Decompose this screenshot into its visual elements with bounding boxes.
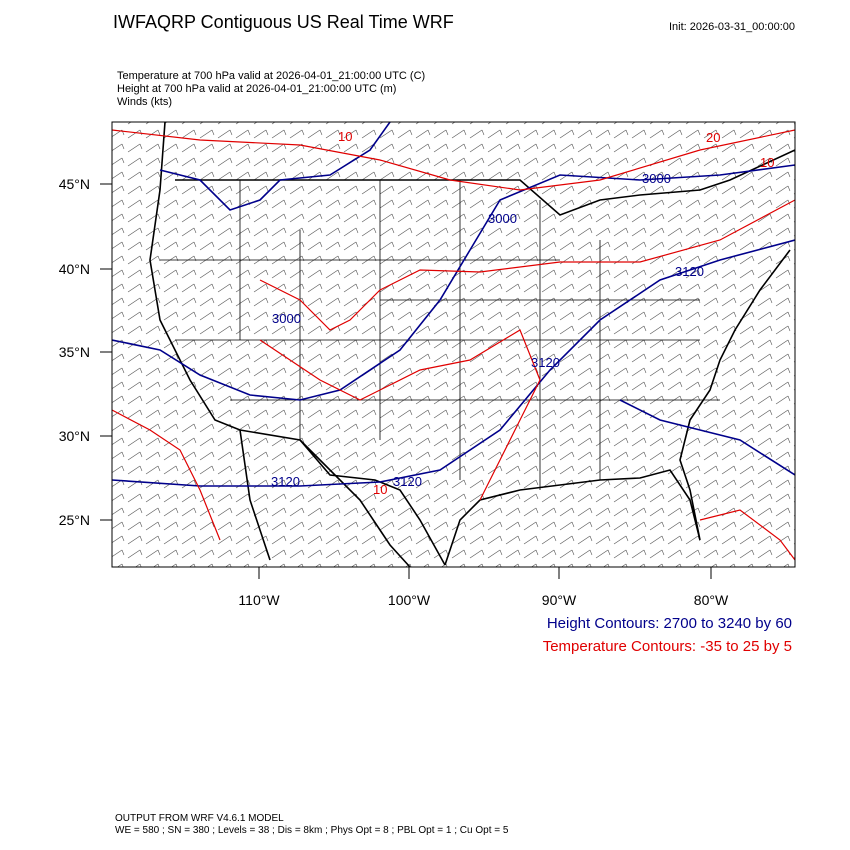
lon-label: 100°W: [388, 592, 431, 608]
contour-label: 20: [706, 130, 720, 145]
contour-label: 3120: [393, 474, 422, 489]
boundaries: [149, 122, 795, 567]
lat-label: 40°N: [59, 261, 90, 277]
temperature-contours: [112, 129, 795, 561]
lon-label: 110°W: [238, 592, 280, 608]
field-label: Height at 700 hPa valid at 2026-04-01_21…: [117, 83, 396, 95]
state-lines: [160, 180, 720, 490]
contour-label: 10: [760, 155, 774, 170]
lat-label: 30°N: [59, 428, 90, 444]
wind-barbs: [112, 122, 795, 567]
lat-label: 35°N: [59, 344, 90, 360]
contour-label: 10: [338, 129, 352, 144]
temperature-legend: Temperature Contours: -35 to 25 by 5: [543, 638, 792, 655]
contour-label: 3120: [531, 355, 560, 370]
height-contours: [112, 122, 795, 487]
field-label: Temperature at 700 hPa valid at 2026-04-…: [117, 70, 425, 82]
lat-ticks: [100, 183, 712, 579]
height-legend: Height Contours: 2700 to 3240 by 60: [547, 615, 792, 632]
field-label: Winds (kts): [117, 96, 172, 108]
contour-label: 3120: [675, 264, 704, 279]
contour-label: 10: [373, 482, 387, 497]
init-time: Init: 2026-03-31_00:00:00: [669, 21, 795, 33]
lat-label: 25°N: [59, 512, 90, 528]
lat-label: 45°N: [59, 176, 90, 192]
contour-labels: 10 20 10 3000 3000 3120 3000 3120 3120 1…: [271, 129, 774, 497]
contour-label: 3120: [271, 474, 300, 489]
lon-label: 90°W: [542, 592, 577, 608]
footer-line: WE = 580 ; SN = 380 ; Levels = 38 ; Dis …: [115, 825, 509, 836]
map-frame: [111, 121, 796, 568]
lon-label: 80°W: [694, 592, 729, 608]
contour-label: 3000: [642, 171, 671, 186]
footer-line: OUTPUT FROM WRF V4.6.1 MODEL: [115, 813, 284, 824]
contour-label: 3000: [272, 311, 301, 326]
contour-label: 3000: [488, 211, 517, 226]
map-area: 10 20 10 3000 3000 3120 3000 3120 3120 1…: [112, 122, 795, 567]
title: IWFAQRP Contiguous US Real Time WRF: [113, 12, 454, 32]
